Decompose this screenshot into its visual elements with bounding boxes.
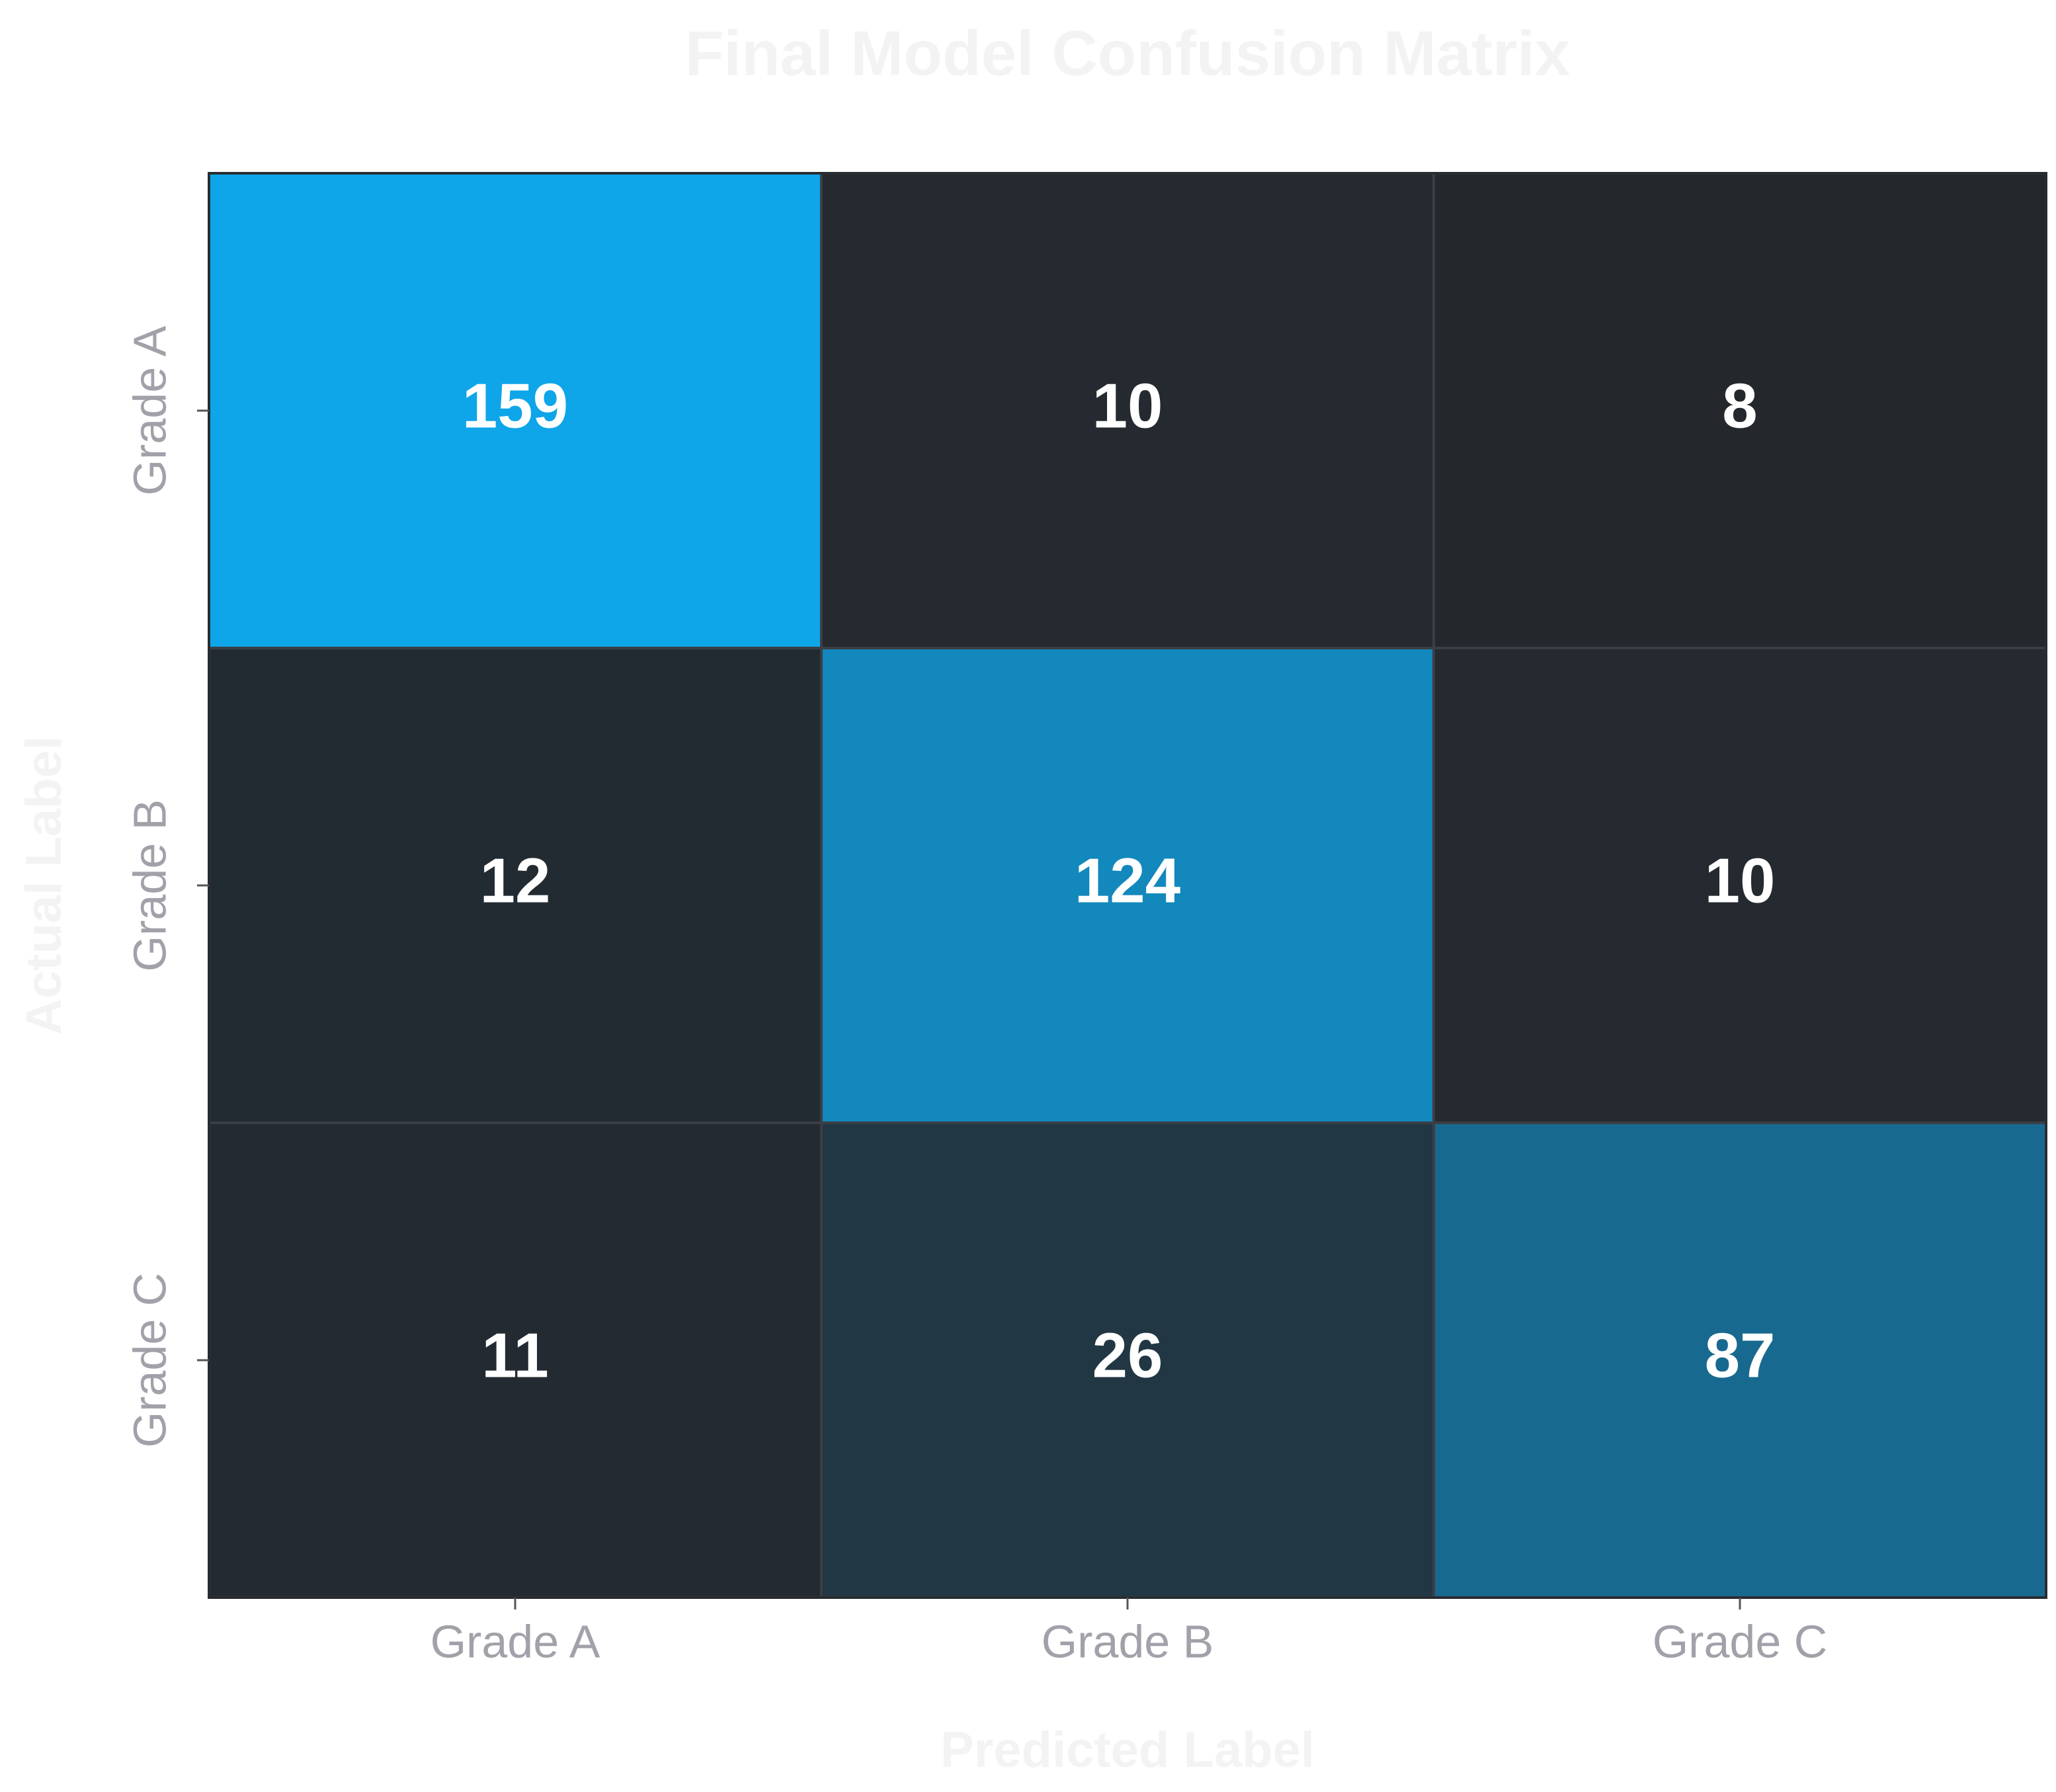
- cell-value: 26: [1092, 1320, 1163, 1391]
- y-axis-label: Actual Label: [16, 736, 72, 1035]
- heatmap-cell: [820, 172, 1435, 649]
- cell-value: 159: [462, 370, 568, 441]
- cell-value: 87: [1705, 1320, 1776, 1391]
- heatmap-cell: [208, 647, 823, 1124]
- cell-value: 12: [480, 845, 551, 916]
- x-tick-label: Grade A: [431, 1615, 600, 1667]
- x-tick-label: Grade C: [1653, 1615, 1828, 1667]
- cell-value: 8: [1722, 370, 1757, 441]
- heatmap-cell: [1432, 647, 2047, 1124]
- heatmap-cell: [208, 172, 823, 649]
- cell-value: 10: [1705, 845, 1776, 916]
- cell-value: 124: [1075, 845, 1180, 916]
- y-tick-label: Grade A: [124, 325, 175, 495]
- x-axis-label: Predicted Label: [940, 1722, 1315, 1778]
- chart-title: Final Model Confusion Matrix: [685, 18, 1571, 89]
- heatmap-cell: [820, 1121, 1435, 1599]
- x-tick-label: Grade B: [1042, 1615, 1214, 1667]
- heatmap-cell: [820, 647, 1435, 1124]
- cell-value: 11: [481, 1320, 548, 1391]
- heatmap-cell: [208, 1121, 823, 1599]
- y-tick-label: Grade B: [124, 799, 175, 972]
- cell-value: 10: [1092, 370, 1163, 441]
- y-tick-label: Grade C: [124, 1273, 175, 1448]
